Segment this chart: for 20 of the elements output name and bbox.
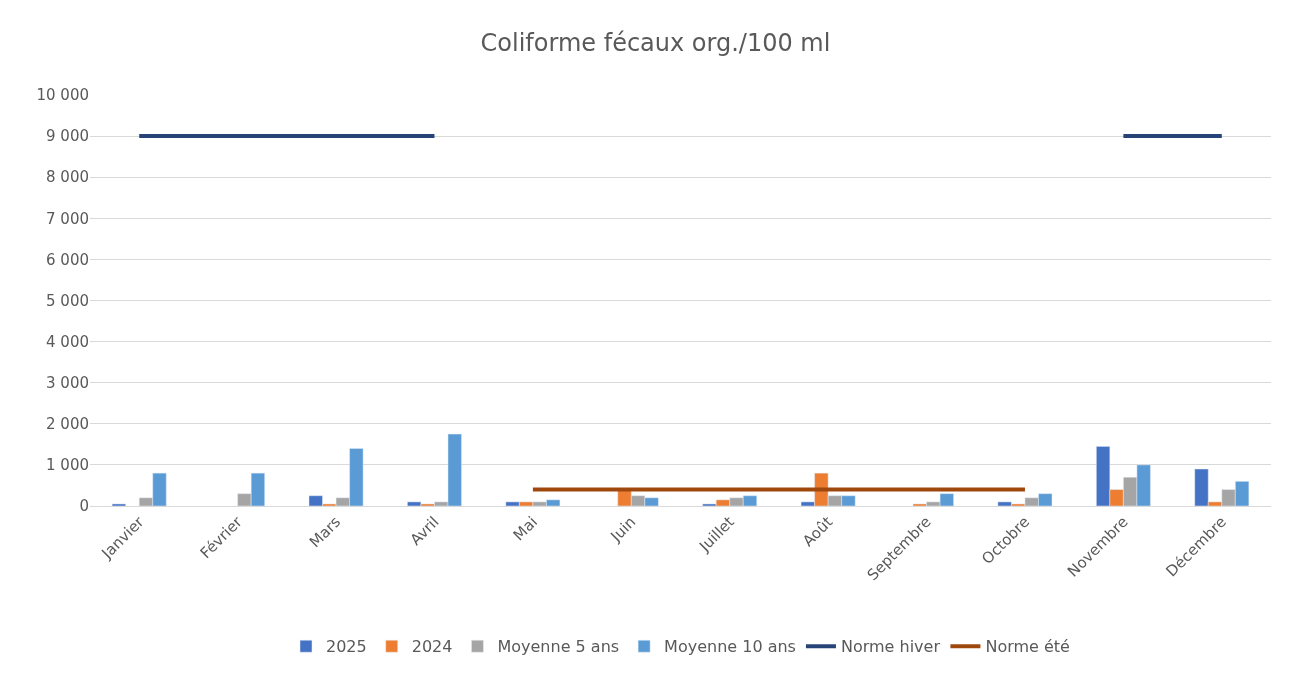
legend-label: 2025	[326, 637, 367, 657]
y-tick-label: 9 000	[46, 127, 89, 146]
legend-label: Moyenne 5 ans	[497, 637, 620, 657]
legend-label: 2024	[411, 637, 453, 657]
legend-label: Norme hiver	[840, 637, 941, 657]
x-tick-label: Mai	[509, 512, 542, 545]
y-tick-label: 0	[79, 497, 89, 516]
legend-label: Moyenne 10 ans	[664, 637, 796, 657]
chart-title: Coliforme fécaux org./100 ml	[480, 28, 831, 57]
y-tick-label: 6 000	[46, 250, 89, 269]
y-tick-label: 1 000	[46, 456, 89, 475]
y-tick-label: 7 000	[46, 209, 89, 228]
y-tick-label: 4 000	[46, 332, 89, 351]
legend-label: Norme été	[985, 637, 1070, 657]
bar	[111, 503, 126, 506]
y-tick-label: 8 000	[46, 168, 89, 187]
y-tick-label: 10 000	[36, 86, 89, 105]
y-tick-label: 3 000	[46, 373, 89, 392]
y-tick-label: 2 000	[46, 415, 89, 434]
y-tick-label: 5 000	[46, 291, 89, 310]
